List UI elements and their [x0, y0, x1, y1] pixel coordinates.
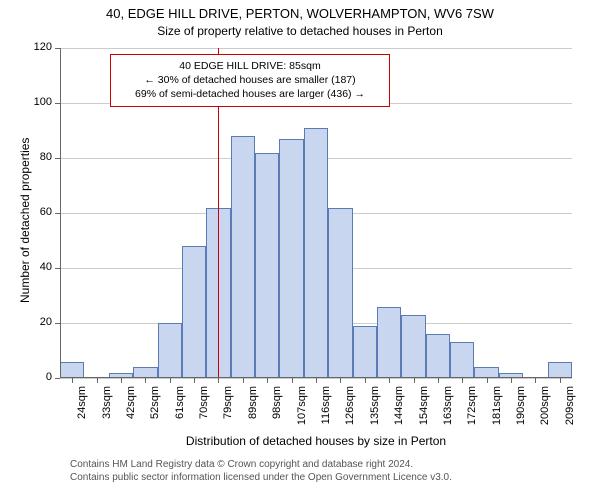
- x-tick-label: 98sqm: [271, 386, 283, 444]
- x-tick-label: 52sqm: [149, 386, 161, 444]
- annotation-line-2: ← 30% of detached houses are smaller (18…: [117, 73, 383, 87]
- y-tick-label: 20: [26, 316, 52, 328]
- chart-root: { "titles": { "main": "40, EDGE HILL DRI…: [0, 0, 600, 500]
- y-tick-label: 80: [26, 151, 52, 163]
- x-tick-label: 126sqm: [344, 386, 356, 444]
- x-tick-mark: [72, 378, 73, 383]
- x-tick-label: 190sqm: [515, 386, 527, 444]
- y-tick-label: 100: [26, 96, 52, 108]
- y-tick-mark: [55, 103, 60, 104]
- x-tick-label: 181sqm: [491, 386, 503, 444]
- x-tick-mark: [414, 378, 415, 383]
- y-tick-label: 120: [26, 41, 52, 53]
- y-tick-mark: [55, 158, 60, 159]
- x-tick-label: 135sqm: [369, 386, 381, 444]
- histogram-bar: [548, 362, 572, 379]
- x-tick-mark: [170, 378, 171, 383]
- y-axis-line: [60, 48, 61, 378]
- y-tick-label: 60: [26, 206, 52, 218]
- x-tick-mark: [97, 378, 98, 383]
- x-tick-mark: [535, 378, 536, 383]
- attribution-line-2: Contains public sector information licen…: [70, 471, 452, 484]
- histogram-bar: [158, 323, 182, 378]
- x-tick-label: 163sqm: [442, 386, 454, 444]
- histogram-bar: [328, 208, 352, 379]
- histogram-bar: [377, 307, 401, 379]
- chart-title: 40, EDGE HILL DRIVE, PERTON, WOLVERHAMPT…: [0, 6, 600, 21]
- histogram-bar: [182, 246, 206, 378]
- x-tick-label: 70sqm: [198, 386, 210, 444]
- histogram-bar: [231, 136, 255, 378]
- x-tick-label: 33sqm: [101, 386, 113, 444]
- x-tick-mark: [316, 378, 317, 383]
- x-tick-label: 42sqm: [125, 386, 137, 444]
- x-tick-mark: [389, 378, 390, 383]
- y-tick-label: 40: [26, 261, 52, 273]
- x-tick-label: 61sqm: [174, 386, 186, 444]
- annotation-line-1: 40 EDGE HILL DRIVE: 85sqm: [117, 59, 383, 73]
- x-tick-mark: [511, 378, 512, 383]
- x-tick-mark: [365, 378, 366, 383]
- x-tick-mark: [121, 378, 122, 383]
- annotation-line-3: 69% of semi-detached houses are larger (…: [117, 87, 383, 101]
- x-tick-mark: [243, 378, 244, 383]
- x-tick-label: 116sqm: [320, 386, 332, 444]
- y-tick-mark: [55, 323, 60, 324]
- x-tick-mark: [145, 378, 146, 383]
- x-tick-label: 24sqm: [76, 386, 88, 444]
- x-tick-label: 154sqm: [418, 386, 430, 444]
- histogram-bar: [450, 342, 474, 378]
- histogram-bar: [279, 139, 303, 378]
- histogram-bar: [401, 315, 425, 378]
- y-tick-mark: [55, 48, 60, 49]
- x-tick-mark: [487, 378, 488, 383]
- chart-subtitle: Size of property relative to detached ho…: [0, 24, 600, 38]
- x-tick-mark: [340, 378, 341, 383]
- x-tick-mark: [560, 378, 561, 383]
- histogram-bar: [255, 153, 279, 379]
- x-tick-mark: [462, 378, 463, 383]
- histogram-bar: [353, 326, 377, 378]
- x-tick-mark: [267, 378, 268, 383]
- x-tick-label: 144sqm: [393, 386, 405, 444]
- x-tick-label: 209sqm: [564, 386, 576, 444]
- y-tick-mark: [55, 213, 60, 214]
- attribution-line-1: Contains HM Land Registry data © Crown c…: [70, 458, 452, 471]
- y-tick-mark: [55, 268, 60, 269]
- x-tick-label: 107sqm: [296, 386, 308, 444]
- y-tick-label: 0: [26, 371, 52, 383]
- histogram-bar: [60, 362, 84, 379]
- x-tick-label: 89sqm: [247, 386, 259, 444]
- x-tick-mark: [194, 378, 195, 383]
- histogram-bar: [304, 128, 328, 378]
- y-tick-mark: [55, 378, 60, 379]
- histogram-bar: [426, 334, 450, 378]
- x-tick-label: 200sqm: [539, 386, 551, 444]
- x-tick-label: 79sqm: [222, 386, 234, 444]
- x-tick-mark: [292, 378, 293, 383]
- annotation-box: 40 EDGE HILL DRIVE: 85sqm ← 30% of detac…: [110, 54, 390, 107]
- attribution-text: Contains HM Land Registry data © Crown c…: [70, 458, 452, 484]
- x-tick-label: 172sqm: [466, 386, 478, 444]
- x-tick-mark: [218, 378, 219, 383]
- grid-line: [60, 48, 572, 49]
- x-tick-mark: [438, 378, 439, 383]
